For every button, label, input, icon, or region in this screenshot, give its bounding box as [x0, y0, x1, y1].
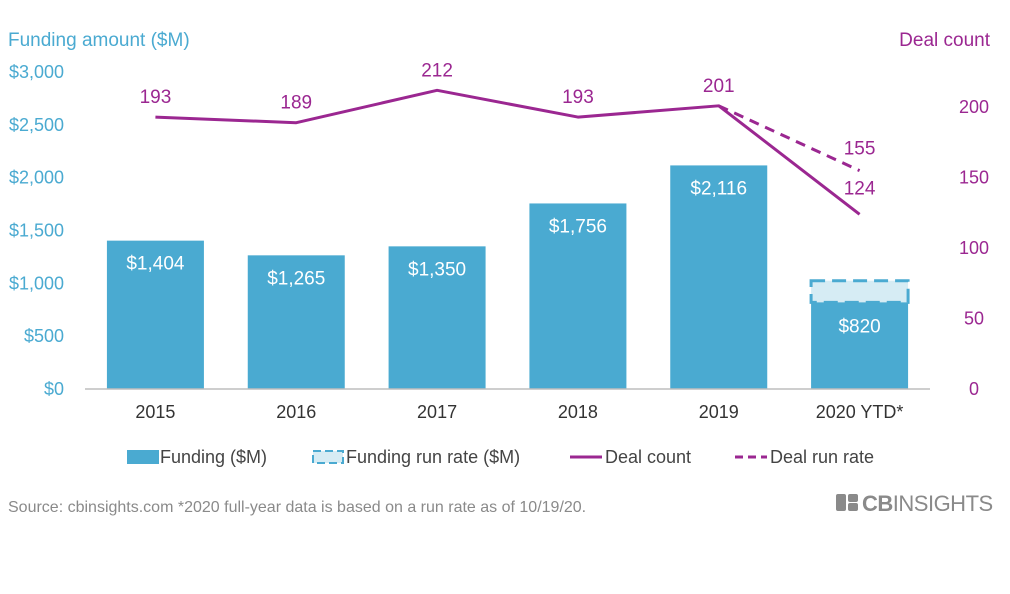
deal-count-label: 201: [703, 76, 735, 97]
deal-lines: 193 189 212 193 201 124 155: [140, 60, 876, 216]
cbinsights-logo: CBINSIGHTS: [836, 491, 993, 516]
funding-bar-label: $1,404: [126, 254, 185, 275]
left-tick-label: $1,500: [9, 221, 64, 241]
x-tick-label: 2016: [276, 402, 316, 422]
funding-runrate-label: $1,025: [831, 253, 889, 274]
funding-bars: $1,404 $1,265 $1,350 $1,756 $2,116 $1,025 $820: [106, 165, 910, 389]
left-tick-label: $1,000: [9, 273, 64, 293]
x-tick-label: 2017: [417, 402, 457, 422]
x-tick-label: 2018: [558, 402, 598, 422]
deal-count-label: 193: [140, 87, 172, 108]
funding-bar-label: $2,116: [690, 178, 747, 199]
legend-label-deal-runrate: Deal run rate: [770, 447, 874, 467]
funding-bar: [247, 255, 345, 389]
right-tick-label: 150: [959, 168, 989, 188]
funding-bar: [106, 240, 204, 389]
svg-text:CBINSIGHTS: CBINSIGHTS: [862, 491, 993, 516]
right-tick-label: 50: [964, 309, 984, 329]
legend: Funding ($M) Funding run rate ($M) Deal co…: [127, 447, 874, 467]
right-axis-title: Deal count: [899, 30, 991, 51]
left-axis-ticks: $0 $500 $1,000 $1,500 $2,000 $2,500 $3,000: [9, 62, 64, 399]
right-tick-label: 0: [969, 379, 979, 399]
funding-bar: [670, 165, 768, 389]
left-tick-label: $500: [24, 326, 64, 346]
left-axis-title: Funding amount ($M): [8, 30, 190, 51]
funding-bar-label: $1,265: [267, 268, 325, 289]
left-tick-label: $0: [44, 379, 64, 399]
left-tick-label: $2,500: [9, 115, 64, 135]
funding-bar: [811, 302, 909, 389]
right-tick-label: 100: [959, 238, 989, 258]
legend-swatch-funding: [127, 450, 159, 464]
funding-bar-label: $1,350: [408, 259, 466, 280]
legend-label-funding-runrate: Funding run rate ($M): [346, 447, 520, 467]
right-tick-label: 200: [959, 97, 989, 117]
deal-runrate-label: 155: [844, 139, 876, 160]
funding-bar-label: $1,756: [549, 216, 607, 237]
deal-count-label: 124: [844, 178, 876, 199]
logo-text-light: INSIGHTS: [893, 491, 993, 516]
deal-count-line: [155, 88, 861, 216]
funding-bar-label: $820: [838, 316, 880, 337]
left-tick-label: $2,000: [9, 168, 64, 188]
source-note: Source: cbinsights.com *2020 full-year d…: [8, 499, 586, 516]
deal-count-label: 189: [280, 93, 312, 114]
deal-runrate-line: [718, 104, 861, 172]
right-axis-ticks: 0 50 100 150 200: [959, 97, 989, 399]
left-tick-label: $3,000: [9, 62, 64, 82]
legend-swatch-funding-runrate: [312, 450, 344, 464]
x-tick-label: 2015: [135, 402, 175, 422]
x-tick-label: 2020 YTD*: [816, 402, 904, 422]
cbinsights-logo-icon: [836, 494, 858, 511]
deal-count-label: 212: [421, 60, 453, 81]
x-tick-label: 2019: [699, 402, 739, 422]
legend-label-funding: Funding ($M): [160, 447, 267, 467]
deal-count-label: 193: [562, 87, 594, 108]
funding-runrate-bar: [809, 279, 910, 304]
funding-bar: [388, 246, 486, 389]
funding-bar: [529, 203, 627, 389]
x-axis-categories: 2015 2016 2017 2018 2019 2020 YTD*: [135, 402, 903, 422]
logo-text-bold: CB: [862, 491, 893, 516]
legend-label-deal-count: Deal count: [605, 447, 691, 467]
